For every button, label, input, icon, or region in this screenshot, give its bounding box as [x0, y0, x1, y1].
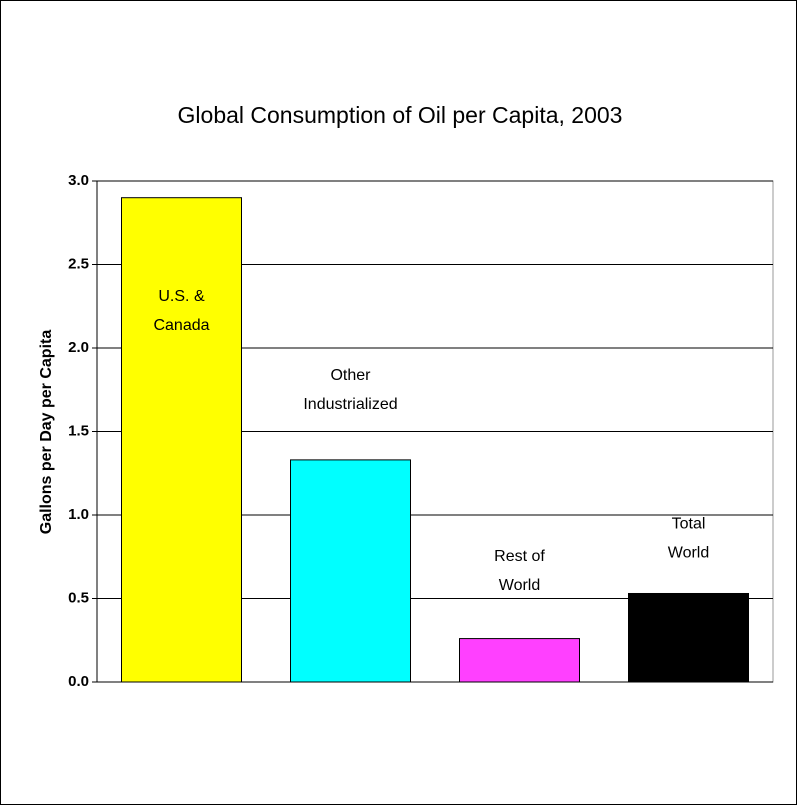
y-tick-label: 0.5 — [68, 589, 89, 606]
y-tick-label: 3.0 — [68, 172, 89, 189]
category-label: World — [668, 545, 710, 562]
y-tick-label: 2.0 — [68, 339, 89, 356]
category-label: Canada — [153, 317, 209, 334]
y-axis-label: Gallons per Day per Capita — [38, 330, 55, 535]
category-label: U.S. & — [158, 288, 205, 305]
category-label: Other — [330, 367, 371, 384]
y-tick-label: 1.5 — [68, 422, 89, 439]
bar — [459, 638, 580, 683]
bar — [628, 592, 749, 683]
bar — [290, 459, 411, 683]
y-tick-label: 0.0 — [68, 673, 89, 690]
y-tick-label: 2.5 — [68, 255, 89, 272]
category-label: Industrialized — [303, 396, 397, 413]
category-label: World — [499, 577, 541, 594]
category-label: Rest of — [494, 548, 545, 565]
bar — [121, 197, 242, 683]
chart-title: Global Consumption of Oil per Capita, 20… — [178, 102, 623, 128]
category-label: Total — [672, 516, 706, 533]
y-tick-label: 1.0 — [68, 506, 89, 523]
